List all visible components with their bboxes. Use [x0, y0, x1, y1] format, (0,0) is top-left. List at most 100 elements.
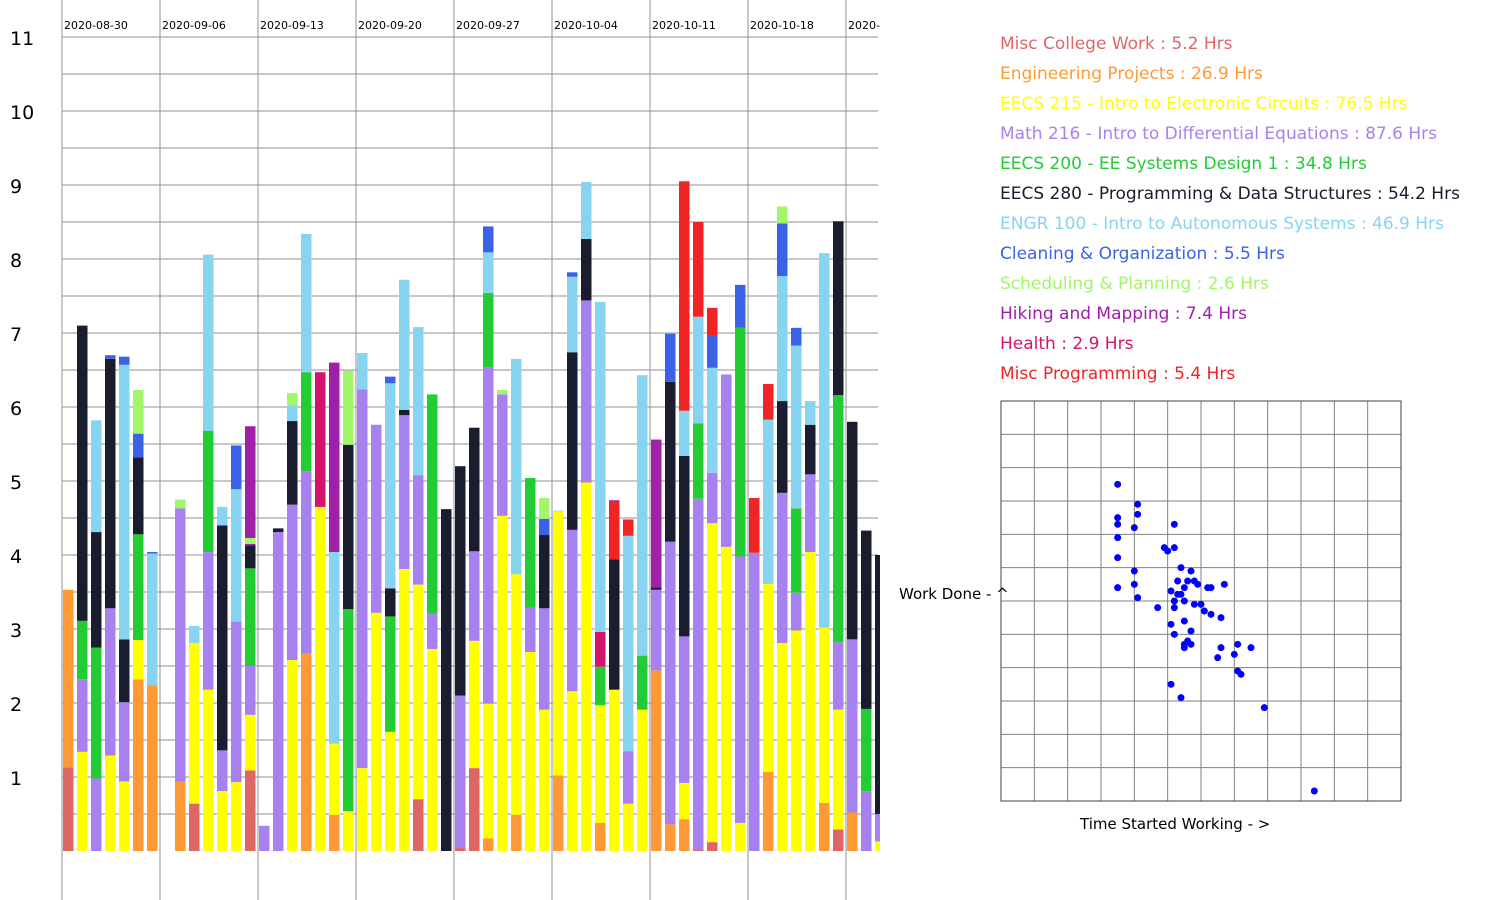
day-bar: [805, 401, 816, 851]
bar-segment-eecs280: [875, 555, 880, 814]
day-bar: [875, 555, 880, 851]
day-bar: [413, 327, 424, 851]
y-tick-label: 1: [10, 768, 22, 790]
scatter-point: [1237, 670, 1245, 678]
bar-segment-math216: [777, 492, 788, 644]
bar-segment-eecs215: [385, 731, 396, 851]
y-tick-label: 9: [10, 176, 22, 198]
scatter-point: [1114, 584, 1122, 592]
day-bar: [385, 376, 396, 851]
bar-segment-eecs215: [791, 630, 802, 851]
day-bar: [693, 222, 704, 851]
y-tick-label: 8: [10, 250, 22, 272]
x-date-label: 2020-10-25: [848, 19, 880, 32]
bar-segment-eecs280: [665, 381, 676, 542]
scatter-point: [1177, 590, 1185, 598]
bar-segment-engineering: [595, 822, 606, 851]
bar-segment-misc_prog: [707, 307, 718, 336]
bar-segment-eecs280: [441, 509, 452, 851]
bar-segment-eecs200: [203, 430, 214, 553]
scatter-point: [1114, 480, 1122, 488]
day-bar: [539, 498, 550, 851]
bar-segment-eecs215: [805, 552, 816, 851]
bar-segment-engineering: [511, 814, 522, 851]
scatter-point: [1207, 584, 1215, 592]
x-date-label: 2020-10-11: [652, 19, 716, 32]
bar-segment-eecs200: [91, 647, 102, 779]
bar-segment-math216: [483, 367, 494, 704]
scatter-point: [1310, 787, 1318, 795]
scatter-point: [1217, 614, 1225, 622]
bar-segment-cleaning: [539, 518, 550, 536]
bar-segment-eecs280: [679, 455, 690, 637]
day-bar: [637, 375, 648, 851]
x-date-labels: 2020-08-30 2020-09-06 2020-09-13 2020-09-20…: [64, 19, 880, 32]
bar-segment-eecs280: [455, 466, 466, 696]
bar-segment-eecs200: [861, 708, 872, 792]
bar-segment-eecs215: [231, 782, 242, 851]
day-bar: [147, 552, 158, 851]
day-bar: [259, 825, 270, 851]
day-bar: [343, 370, 354, 851]
bar-segment-math216: [735, 556, 746, 823]
legend-entry: Math 216 - Intro to Differential Equatio…: [1000, 124, 1437, 144]
y-tick-label: 5: [10, 472, 22, 494]
day-bar: [791, 327, 802, 851]
scatter-point: [1260, 704, 1268, 712]
bar-segment-engr100: [483, 252, 494, 294]
bar-segment-misc_college: [189, 803, 200, 851]
bar-segment-misc_college: [455, 848, 466, 851]
stacked-bar-chart: 1 2 3 4 5 6 7 8 9 10 11 2020-08-30 2020-09-06 2020-09…: [10, 0, 880, 900]
day-bar: [777, 206, 788, 851]
bar-segment-eecs215: [525, 651, 536, 851]
bar-segment-eecs280: [273, 528, 284, 533]
y-tick-label: 11: [10, 28, 34, 50]
legend-entry: EECS 200 - EE Systems Design 1 : 34.8 Hr…: [1000, 154, 1367, 174]
bar-segment-eecs280: [847, 421, 858, 640]
bar-segment-engr100: [567, 276, 578, 353]
bar-segment-eecs200: [133, 534, 144, 641]
bar-segment-eecs215: [413, 584, 424, 800]
bar-segment-cleaning: [147, 552, 158, 554]
bar-segment-math216: [245, 666, 256, 715]
bar-segment-cleaning: [735, 284, 746, 328]
bar-segment-eecs280: [539, 535, 550, 609]
bar-segment-eecs215: [427, 648, 438, 851]
bar-segment-eecs215: [623, 803, 634, 851]
x-date-label: 2020-09-13: [260, 19, 324, 32]
bar-segment-engr100: [301, 233, 312, 373]
legend-entry: Misc Programming : 5.4 Hrs: [1000, 364, 1236, 384]
bar-segment-scheduling: [539, 498, 550, 519]
bar-segment-engr100: [385, 383, 396, 589]
day-bar: [651, 439, 662, 851]
bar-segment-math216: [301, 471, 312, 654]
bar-segment-misc_prog: [623, 519, 634, 536]
bar-segment-hiking: [609, 500, 620, 501]
bar-segment-engineering: [553, 775, 564, 851]
y-tick-label: 7: [10, 324, 22, 346]
bar-segment-engr100: [693, 316, 704, 424]
bars: [63, 181, 880, 851]
day-bar: [679, 181, 690, 851]
scatter-point: [1207, 610, 1215, 618]
day-bar: [665, 333, 676, 851]
bar-segment-math216: [567, 529, 578, 692]
x-date-label: 2020-10-18: [750, 19, 814, 32]
x-date-label: 2020-09-27: [456, 19, 520, 32]
bar-segment-engr100: [147, 553, 158, 686]
bar-segment-eecs215: [399, 569, 410, 851]
bar-segment-engineering: [147, 685, 158, 851]
bar-segment-eecs280: [469, 427, 480, 552]
legend-entry: ENGR 100 - Intro to Autonomous Systems :…: [1000, 214, 1444, 234]
bar-segment-cleaning: [231, 445, 242, 490]
bar-segment-misc_college: [833, 829, 844, 851]
scatter-point: [1154, 604, 1162, 612]
bar-segment-eecs200: [735, 327, 746, 557]
bar-segment-eecs280: [119, 639, 130, 703]
scatter-point: [1134, 510, 1142, 518]
scatter-point: [1167, 680, 1175, 688]
bar-segment-eecs200: [301, 372, 312, 472]
bar-segment-math216: [399, 415, 410, 570]
bar-segment-math216: [693, 498, 704, 850]
day-bar: [245, 426, 256, 851]
